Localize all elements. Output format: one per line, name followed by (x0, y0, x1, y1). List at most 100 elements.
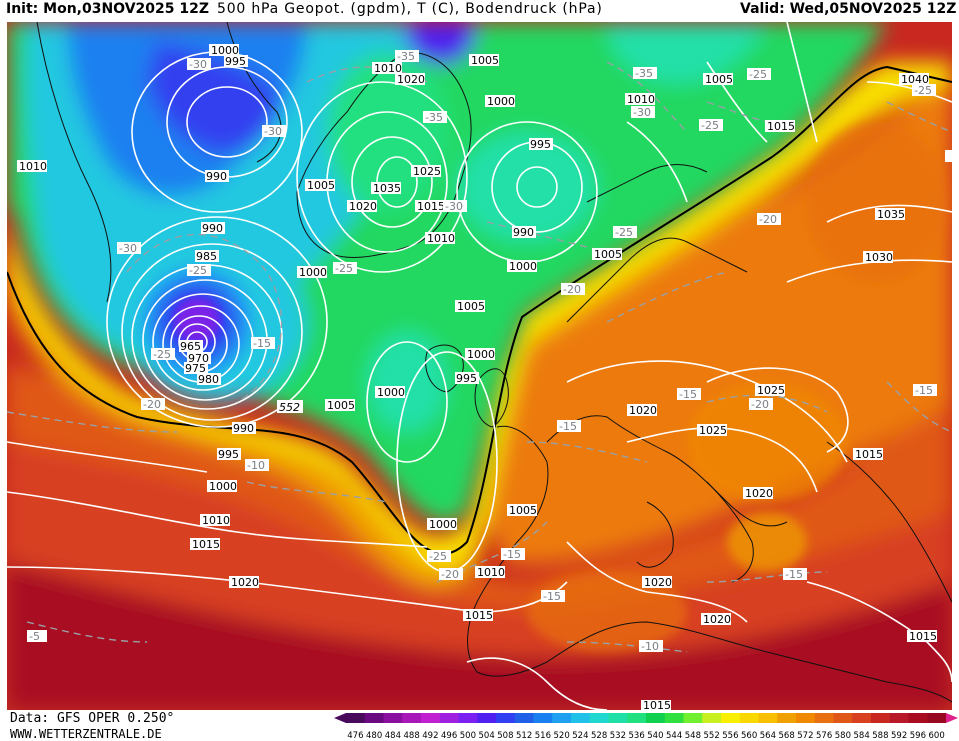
svg-text:1035: 1035 (877, 208, 905, 221)
legend-swatch (927, 713, 947, 723)
svg-text:1020: 1020 (703, 613, 731, 626)
svg-text:-10: -10 (641, 640, 659, 653)
map-header: Init: Mon,03NOV2025 12Z 500 hPa Geopot. … (0, 0, 959, 22)
svg-text:1020: 1020 (644, 576, 672, 589)
svg-text:980: 980 (198, 373, 219, 386)
svg-text:-30: -30 (264, 125, 282, 138)
svg-text:1035: 1035 (373, 182, 401, 195)
legend-swatch (383, 713, 403, 723)
svg-text:1005: 1005 (705, 73, 733, 86)
svg-text:-20: -20 (751, 398, 769, 411)
legend-swatch (796, 713, 816, 723)
legend-swatch (514, 713, 534, 723)
legend-tick-label: 588 (872, 731, 888, 740)
svg-text:1025: 1025 (757, 384, 785, 397)
legend-tick-label: 592 (891, 731, 907, 740)
legend-swatch (439, 713, 459, 723)
legend-tick-label: 520 (554, 731, 570, 740)
svg-text:552: 552 (279, 401, 300, 414)
legend-swatch (533, 713, 553, 723)
svg-text:1005: 1005 (327, 399, 355, 412)
legend-swatch (777, 713, 797, 723)
legend-tick-label: 572 (797, 731, 813, 740)
svg-text:-35: -35 (397, 50, 415, 63)
legend-swatch (758, 713, 778, 723)
legend-tick-label: 484 (385, 731, 401, 740)
legend-swatch (702, 713, 722, 723)
svg-text:-30: -30 (445, 200, 463, 213)
svg-text:1005: 1005 (307, 179, 335, 192)
svg-text:990: 990 (202, 222, 223, 235)
svg-text:1000: 1000 (467, 348, 495, 361)
pressure-labels: 1000 995 1010 990 990 985 965 970 975 98… (17, 44, 937, 710)
legend-swatch (608, 713, 628, 723)
svg-text:-30: -30 (189, 58, 207, 71)
svg-text:995: 995 (218, 448, 239, 461)
init-time: Init: Mon,03NOV2025 12Z (6, 1, 210, 17)
legend-swatch (402, 713, 422, 723)
legend-tick-label: 600 (929, 731, 945, 740)
legend-arrow-left (334, 713, 346, 723)
svg-text:1000: 1000 (377, 386, 405, 399)
svg-text:-15: -15 (253, 337, 271, 350)
svg-text:1000: 1000 (299, 266, 327, 279)
legend-swatch (627, 713, 647, 723)
svg-text:-20: -20 (143, 398, 161, 411)
svg-text:-25: -25 (701, 119, 719, 132)
svg-text:1020: 1020 (349, 200, 377, 213)
legend-swatch (477, 713, 497, 723)
legend-swatch (421, 713, 441, 723)
weather-map: 1000 995 1010 990 990 985 965 970 975 98… (7, 22, 952, 710)
legend-swatch (683, 713, 703, 723)
temperature-labels: -30 -30 -30 -25 -25 -15 -20 -10 -35 -35 … (27, 50, 952, 653)
legend-tick-label: 476 (347, 731, 363, 740)
legend-swatch (571, 713, 591, 723)
svg-text:1015: 1015 (465, 609, 493, 622)
legend-arrow-right (946, 713, 958, 723)
legend-swatch (496, 713, 516, 723)
svg-text:-25: -25 (749, 68, 767, 81)
legend-tick-label: 516 (535, 731, 551, 740)
svg-text:-20: -20 (441, 568, 459, 581)
legend-tick-label: 524 (572, 731, 588, 740)
svg-text:-30: -30 (633, 106, 651, 119)
svg-text:1010: 1010 (374, 62, 402, 75)
svg-text:990: 990 (513, 226, 534, 239)
legend-swatch (646, 713, 666, 723)
legend-tick-label: 504 (479, 731, 495, 740)
legend-tick-label: 556 (722, 731, 738, 740)
svg-text:1025: 1025 (413, 165, 441, 178)
svg-text:995: 995 (225, 55, 246, 68)
legend-tick-label: 560 (741, 731, 757, 740)
valid-time: Valid: Wed,05NOV2025 12Z (740, 1, 957, 17)
svg-text:1015: 1015 (767, 120, 795, 133)
svg-text:1020: 1020 (397, 73, 425, 86)
svg-text:1000: 1000 (487, 95, 515, 108)
legend-tick-label: 544 (666, 731, 682, 740)
legend-tick-label: 528 (591, 731, 607, 740)
data-source: Data: GFS OPER 0.250° (10, 711, 175, 726)
legend-swatch (664, 713, 684, 723)
svg-text:965: 965 (180, 340, 201, 353)
svg-text:970: 970 (188, 352, 209, 365)
svg-text:-15: -15 (559, 420, 577, 433)
svg-text:1020: 1020 (745, 487, 773, 500)
svg-text:985: 985 (196, 250, 217, 263)
svg-text:1000: 1000 (211, 44, 239, 57)
svg-text:990: 990 (206, 170, 227, 183)
svg-text:1010: 1010 (427, 232, 455, 245)
legend-tick-label: 480 (366, 731, 382, 740)
svg-text:-15: -15 (679, 388, 697, 401)
svg-text:1015: 1015 (192, 538, 220, 551)
legend-swatch (364, 713, 384, 723)
height-label-552: 552 (277, 400, 303, 414)
legend-tick-label: 508 (497, 731, 513, 740)
chart-title: 500 hPa Geopot. (gpdm), T (C), Bodendruc… (217, 1, 603, 17)
svg-text:1015: 1015 (909, 630, 937, 643)
legend-tick-label: 540 (647, 731, 663, 740)
svg-text:-25: -25 (615, 226, 633, 239)
website-url: WWW.WETTERZENTRALE.DE (10, 727, 162, 741)
legend-tick-label: 492 (422, 731, 438, 740)
legend-swatch (739, 713, 759, 723)
legend-swatch (346, 713, 366, 723)
